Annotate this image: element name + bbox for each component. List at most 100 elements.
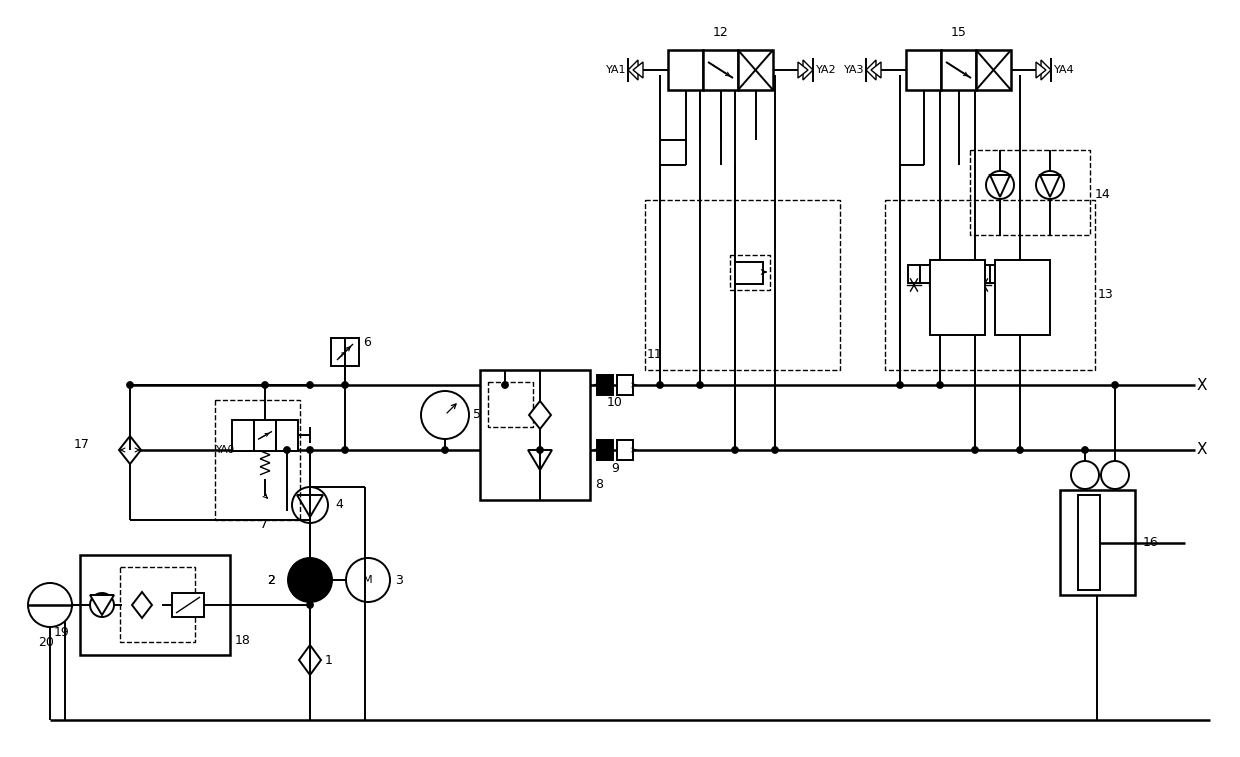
Bar (955, 265, 967, 283)
Circle shape (971, 447, 978, 453)
Bar (930, 260, 985, 335)
Circle shape (291, 487, 329, 523)
Polygon shape (298, 495, 322, 517)
Text: 16: 16 (1143, 536, 1158, 549)
Polygon shape (131, 592, 153, 618)
Text: 7: 7 (260, 519, 268, 531)
Circle shape (284, 447, 290, 453)
Polygon shape (57, 594, 73, 616)
Text: 8: 8 (595, 478, 603, 491)
Bar (738, 50, 773, 90)
Text: 14: 14 (1095, 188, 1111, 201)
Text: 11: 11 (647, 348, 662, 362)
Bar (942, 265, 955, 283)
Bar (215, 400, 300, 520)
Circle shape (1081, 447, 1089, 453)
Text: 13: 13 (1097, 288, 1114, 301)
Polygon shape (870, 62, 880, 78)
Bar (1013, 265, 1025, 283)
Polygon shape (990, 175, 1011, 197)
Bar (994, 260, 1050, 335)
Text: 6: 6 (363, 335, 371, 348)
Circle shape (986, 171, 1014, 199)
Circle shape (1101, 461, 1128, 489)
Circle shape (771, 447, 779, 453)
Circle shape (441, 447, 449, 453)
Bar (978, 265, 990, 283)
Circle shape (288, 558, 332, 602)
Text: 20: 20 (38, 637, 53, 650)
Circle shape (697, 382, 703, 388)
Circle shape (537, 447, 543, 453)
Polygon shape (91, 595, 114, 615)
Bar (1060, 490, 1135, 595)
Polygon shape (627, 60, 639, 80)
Bar (703, 50, 738, 90)
Bar (1078, 495, 1100, 590)
Polygon shape (299, 645, 321, 675)
Bar (489, 382, 533, 427)
Bar (920, 265, 932, 283)
Bar (618, 440, 632, 460)
Circle shape (1017, 447, 1023, 453)
Bar (331, 338, 360, 366)
Text: M: M (363, 575, 373, 585)
Bar (970, 150, 1090, 235)
Text: 18: 18 (236, 634, 250, 646)
Bar (990, 265, 1002, 283)
Text: 3: 3 (396, 574, 403, 587)
Text: YA4: YA4 (1054, 65, 1075, 75)
Bar (885, 200, 1095, 370)
Polygon shape (1042, 60, 1052, 80)
Bar (277, 420, 298, 451)
Bar (618, 375, 632, 395)
Text: 2: 2 (267, 574, 275, 587)
Circle shape (306, 602, 314, 609)
Text: 2: 2 (267, 574, 275, 587)
Polygon shape (1040, 175, 1060, 197)
Bar (976, 50, 1011, 90)
Circle shape (1071, 461, 1099, 489)
Circle shape (346, 558, 391, 602)
Bar (596, 375, 613, 395)
Bar (172, 593, 205, 617)
Polygon shape (804, 60, 813, 80)
Circle shape (1111, 382, 1118, 388)
Text: 4: 4 (335, 499, 343, 512)
Text: 10: 10 (608, 397, 622, 410)
Bar (120, 567, 195, 642)
Text: 15: 15 (951, 26, 966, 39)
Text: YA1: YA1 (605, 65, 626, 75)
Circle shape (262, 382, 269, 388)
Text: 12: 12 (713, 26, 728, 39)
Bar (232, 420, 254, 451)
Polygon shape (799, 62, 808, 78)
Text: 1: 1 (325, 653, 332, 666)
Circle shape (91, 593, 114, 617)
Circle shape (306, 382, 314, 388)
Circle shape (1035, 171, 1064, 199)
Text: 9: 9 (611, 462, 619, 475)
Circle shape (306, 447, 314, 453)
Circle shape (341, 382, 348, 388)
Circle shape (29, 583, 72, 627)
Bar (1025, 265, 1037, 283)
Bar (668, 50, 703, 90)
Text: P: P (340, 352, 345, 358)
Bar (908, 265, 920, 283)
Text: 17: 17 (74, 438, 91, 451)
Text: X: X (1197, 378, 1208, 392)
Polygon shape (866, 60, 875, 80)
Circle shape (501, 382, 508, 388)
Bar (81, 555, 229, 655)
Circle shape (126, 382, 134, 388)
Polygon shape (119, 436, 141, 464)
Text: YA2: YA2 (816, 65, 837, 75)
Circle shape (341, 447, 348, 453)
Bar (941, 50, 976, 90)
Bar (730, 255, 770, 290)
Bar (480, 370, 590, 500)
Circle shape (422, 391, 469, 439)
Text: YA0: YA0 (215, 445, 234, 455)
Polygon shape (528, 450, 552, 470)
